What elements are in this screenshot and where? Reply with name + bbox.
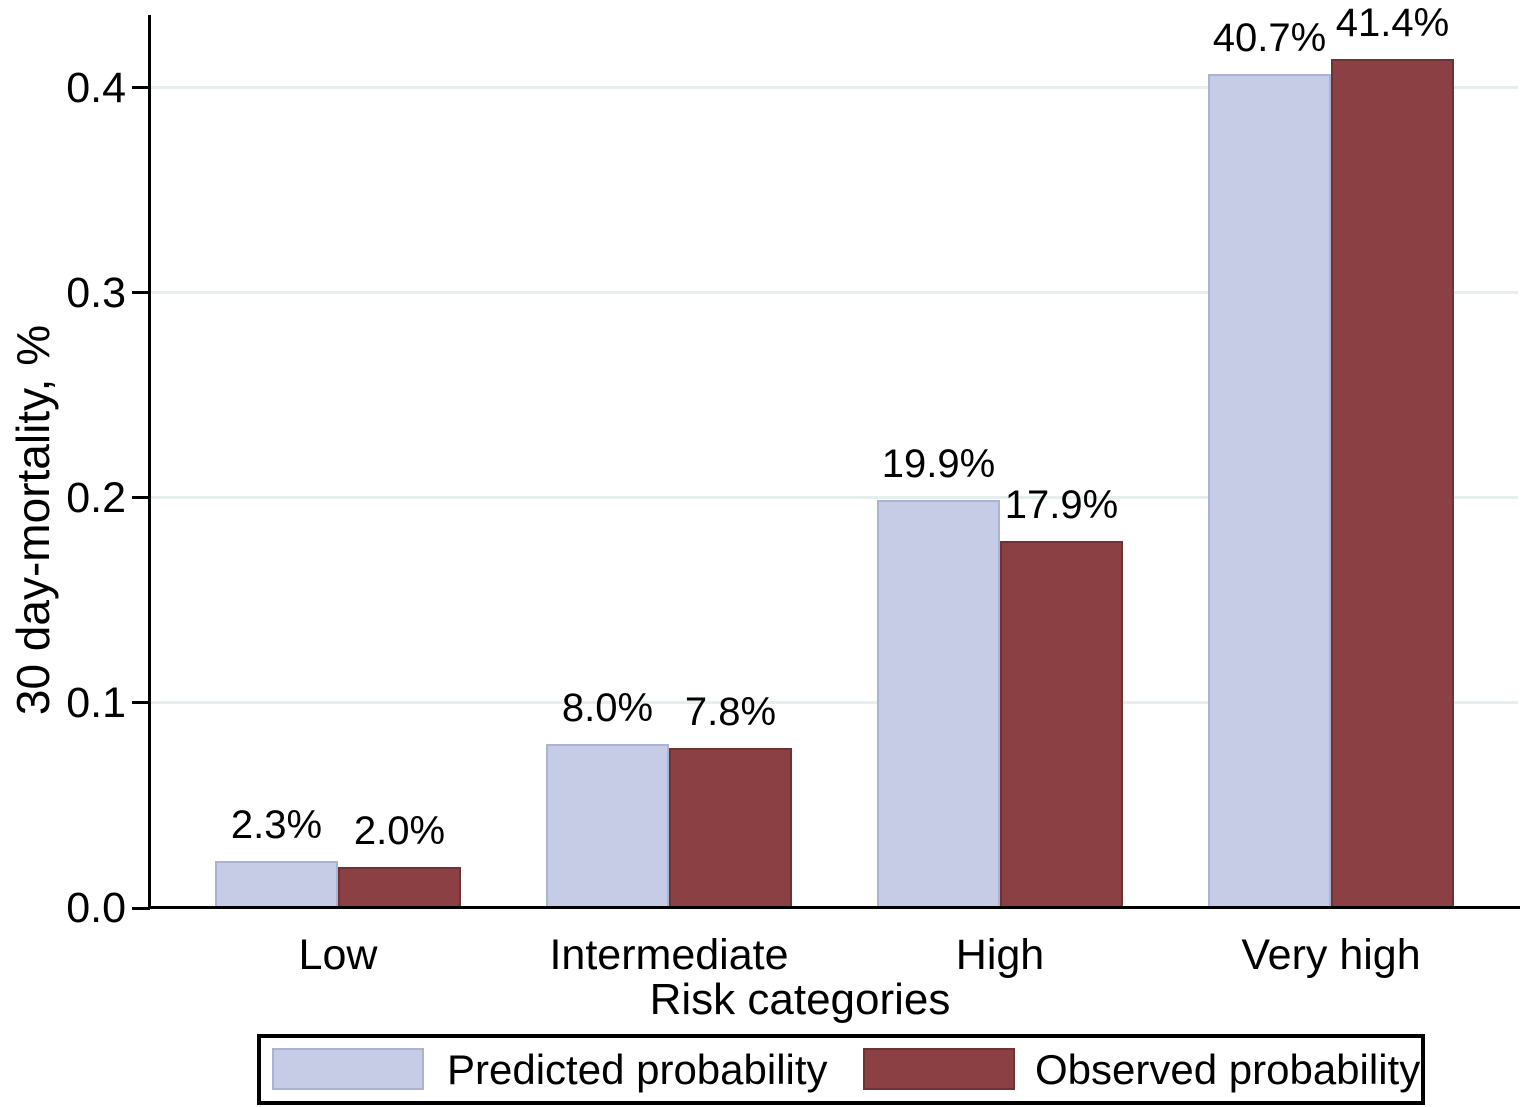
bar-observed-probability-very-high (1331, 59, 1454, 908)
y-tick-label-0.0: 0.0 (66, 884, 126, 932)
x-axis-line (148, 906, 1520, 909)
y-axis-line (148, 15, 151, 909)
legend-label-predicted-probability: Predicted probability (447, 1046, 828, 1093)
bar-predicted-probability-high (877, 500, 1000, 908)
y-tick-0.3 (132, 291, 150, 295)
bar-predicted-probability-intermediate (546, 743, 669, 908)
bar-label-predicted-probability-low: 2.3% (230, 802, 323, 847)
bar-observed-probability-high (1000, 541, 1123, 908)
gridline-0.2 (151, 496, 1518, 500)
bar-label-observed-probability-low: 2.0% (353, 808, 446, 853)
y-tick-label-0.1: 0.1 (66, 678, 126, 727)
bar-label-observed-probability-high: 17.9% (1004, 483, 1119, 528)
y-tick-label-0.2: 0.2 (66, 473, 126, 522)
legend-swatch-predicted-probability (272, 1048, 424, 1090)
x-category-label-intermediate: Intermediate (549, 931, 789, 979)
y-tick-label-0.3: 0.3 (66, 268, 126, 317)
legend: Predicted probability Observed probabilit… (257, 1034, 1425, 1105)
gridline-0.3 (151, 291, 1518, 295)
gridline-0.1 (151, 701, 1518, 705)
bar-observed-probability-low (338, 866, 461, 908)
bar-label-observed-probability-very-high: 41.4% (1335, 1, 1450, 46)
x-category-label-very-high: Very high (1241, 931, 1421, 979)
bar-label-predicted-probability-very-high: 40.7% (1212, 15, 1327, 60)
legend-swatch-observed-probability (863, 1048, 1015, 1090)
x-category-label-high: High (955, 931, 1045, 979)
x-axis-title: Risk categories (649, 975, 951, 1024)
y-tick-0.2 (132, 496, 150, 500)
bar-label-predicted-probability-intermediate: 8.0% (561, 685, 654, 730)
y-tick-0.4 (132, 86, 150, 90)
bar-label-observed-probability-intermediate: 7.8% (684, 690, 777, 735)
y-tick-0.0 (132, 906, 150, 910)
y-tick-label-0.4: 0.4 (66, 63, 126, 112)
legend-label-observed-probability: Observed probability (1035, 1046, 1421, 1093)
x-category-label-low: Low (298, 931, 378, 979)
bar-predicted-probability-low (215, 860, 338, 908)
gridline-0.4 (151, 86, 1518, 90)
bar-predicted-probability-very-high (1208, 73, 1331, 908)
bar-observed-probability-intermediate (669, 748, 792, 908)
bar-label-predicted-probability-high: 19.9% (881, 442, 996, 487)
y-tick-0.1 (132, 701, 150, 705)
